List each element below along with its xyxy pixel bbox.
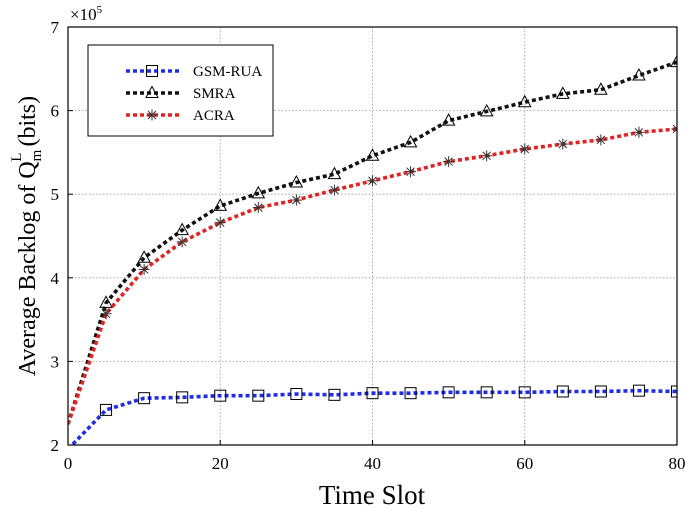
data-point <box>670 54 677 68</box>
data-point <box>290 388 303 401</box>
data-point <box>556 385 569 398</box>
y-axis-title: Average Backlog of QmL (bits) <box>9 96 45 376</box>
data-point <box>367 175 378 187</box>
data-point <box>214 389 227 402</box>
legend-label: SMRA <box>193 86 236 102</box>
data-point <box>442 386 455 399</box>
data-point <box>251 185 266 199</box>
data-point <box>555 86 570 99</box>
data-point <box>405 166 417 178</box>
series-layer <box>68 54 677 445</box>
data-point <box>176 391 189 404</box>
data-point <box>327 166 342 180</box>
legend-marker <box>146 65 158 77</box>
data-point <box>176 236 188 248</box>
data-point <box>632 67 646 81</box>
data-point <box>632 384 645 397</box>
data-point <box>213 198 228 211</box>
data-point <box>594 82 608 95</box>
legend-box <box>87 44 274 137</box>
legend-marker <box>146 109 158 121</box>
data-point <box>366 387 379 400</box>
y-axis-multiplier: ×105 <box>70 4 103 24</box>
series-gsm-rua <box>69 384 677 445</box>
y-tick-label: 7 <box>51 18 60 37</box>
data-point <box>518 386 531 399</box>
data-point <box>290 194 302 206</box>
series-smra <box>68 54 677 425</box>
data-point <box>328 388 341 401</box>
data-point <box>365 148 380 161</box>
data-point <box>517 94 532 108</box>
data-point <box>479 103 494 117</box>
data-point <box>138 392 151 405</box>
legend: GSM-RUA SMRA ACRA <box>87 44 274 137</box>
series-acra <box>68 123 677 425</box>
data-point <box>404 387 417 400</box>
data-point <box>99 295 113 308</box>
legend-item: ACRA <box>126 108 235 124</box>
data-point <box>671 123 677 135</box>
x-tick-label: 40 <box>364 454 381 473</box>
data-point <box>214 217 226 229</box>
legend-marker <box>145 85 159 98</box>
data-point <box>100 403 113 416</box>
data-point <box>443 156 455 168</box>
tick-layer: 0 20 40 60 80 2 3 4 5 6 7 <box>51 18 685 473</box>
data-point <box>594 385 607 398</box>
data-point <box>175 222 190 236</box>
data-point <box>137 250 151 263</box>
series-line <box>68 60 677 425</box>
x-tick-label: 60 <box>516 454 533 473</box>
legend-label: GSM-RUA <box>193 64 262 80</box>
y-tick-label: 5 <box>51 185 60 204</box>
x-tick-label: 0 <box>64 454 73 473</box>
series-line <box>69 388 677 445</box>
legend-item: SMRA <box>126 85 236 102</box>
data-point <box>480 386 493 399</box>
x-tick-label: 20 <box>212 454 229 473</box>
y-tick-label: 6 <box>51 102 60 121</box>
data-point <box>328 184 340 196</box>
data-point <box>595 134 607 146</box>
y-tick-label: 2 <box>51 436 60 455</box>
data-point <box>671 385 677 398</box>
data-point <box>481 150 493 162</box>
data-point <box>138 263 150 275</box>
data-point <box>100 308 112 320</box>
data-point <box>252 389 265 402</box>
data-point <box>519 143 531 155</box>
data-point <box>557 138 569 150</box>
data-point <box>403 134 418 148</box>
data-point <box>441 113 456 126</box>
y-tick-label: 3 <box>51 352 60 371</box>
x-tick-label: 80 <box>669 454 685 473</box>
data-point <box>289 174 304 188</box>
x-axis-title: Time Slot <box>319 480 426 510</box>
legend-label: ACRA <box>193 108 235 124</box>
legend-item: GSM-RUA <box>126 64 262 80</box>
y-tick-label: 4 <box>51 269 60 288</box>
data-point <box>252 202 264 214</box>
data-point <box>633 126 645 138</box>
